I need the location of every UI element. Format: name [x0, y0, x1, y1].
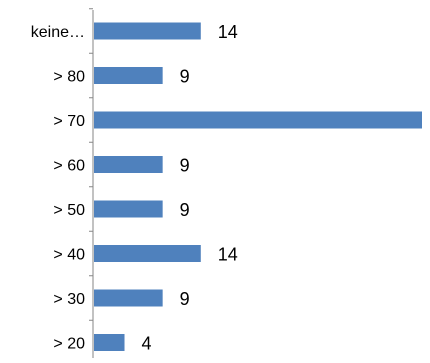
bar — [94, 111, 422, 129]
category-label: > 70 — [53, 113, 85, 130]
bar — [94, 334, 125, 351]
data-labels: 14 9 9 9 14 9 4 — [142, 22, 238, 354]
data-label: 9 — [180, 289, 190, 309]
category-label: > 50 — [53, 202, 85, 219]
bar — [94, 289, 163, 307]
bar — [94, 22, 201, 40]
data-label: 14 — [218, 245, 238, 265]
axis-ticks — [89, 8, 93, 321]
category-labels: keine… > 80 > 70 > 60 > 50 > 40 > 30 > 20 — [31, 24, 85, 353]
data-label: 4 — [142, 334, 152, 354]
category-label: > 60 — [53, 158, 85, 175]
data-label: 14 — [218, 22, 238, 42]
bar — [94, 67, 163, 84]
data-label: 9 — [180, 200, 190, 220]
bar — [94, 156, 163, 173]
data-label: 9 — [180, 67, 190, 87]
category-label: > 40 — [53, 247, 85, 264]
category-label: > 80 — [53, 69, 85, 86]
bar — [94, 200, 163, 218]
bars — [94, 22, 422, 351]
category-label: keine… — [31, 24, 85, 41]
category-label: > 20 — [53, 336, 85, 353]
category-label: > 30 — [53, 291, 85, 308]
data-label: 9 — [180, 156, 190, 176]
bar — [94, 245, 201, 262]
